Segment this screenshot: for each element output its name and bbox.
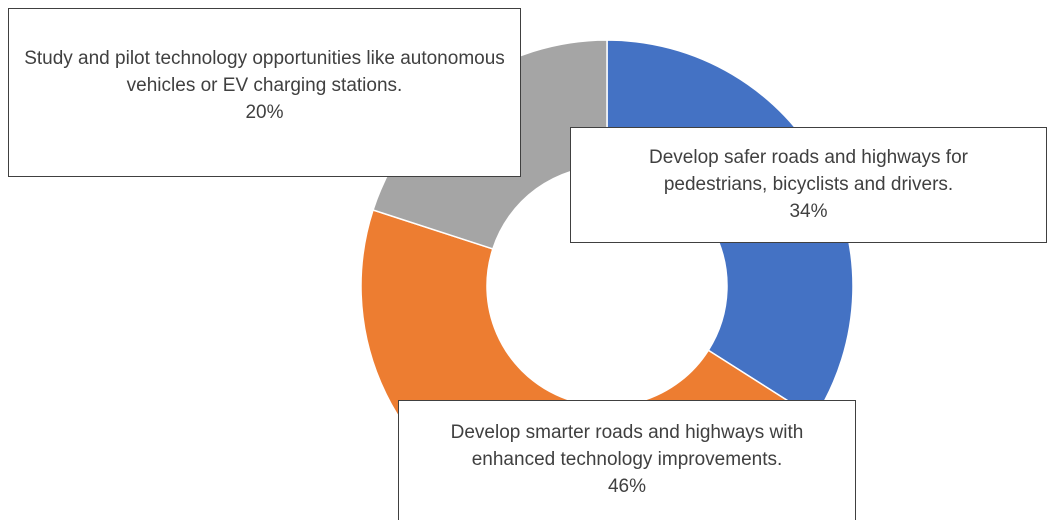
value-label: 46%	[607, 476, 647, 497]
category-label: Study and pilot technology opportunities…	[24, 48, 505, 96]
data-label: Develop safer roads and highways for ped…	[570, 127, 1047, 243]
data-label: Study and pilot technology opportunities…	[8, 8, 521, 177]
value-label: 20%	[245, 102, 284, 123]
category-label: Develop safer roads and highways for ped…	[649, 147, 968, 195]
category-label: Develop smarter roads and highways with …	[450, 422, 804, 470]
data-label: Develop smarter roads and highways with …	[398, 400, 856, 520]
value-label: 34%	[789, 201, 828, 222]
